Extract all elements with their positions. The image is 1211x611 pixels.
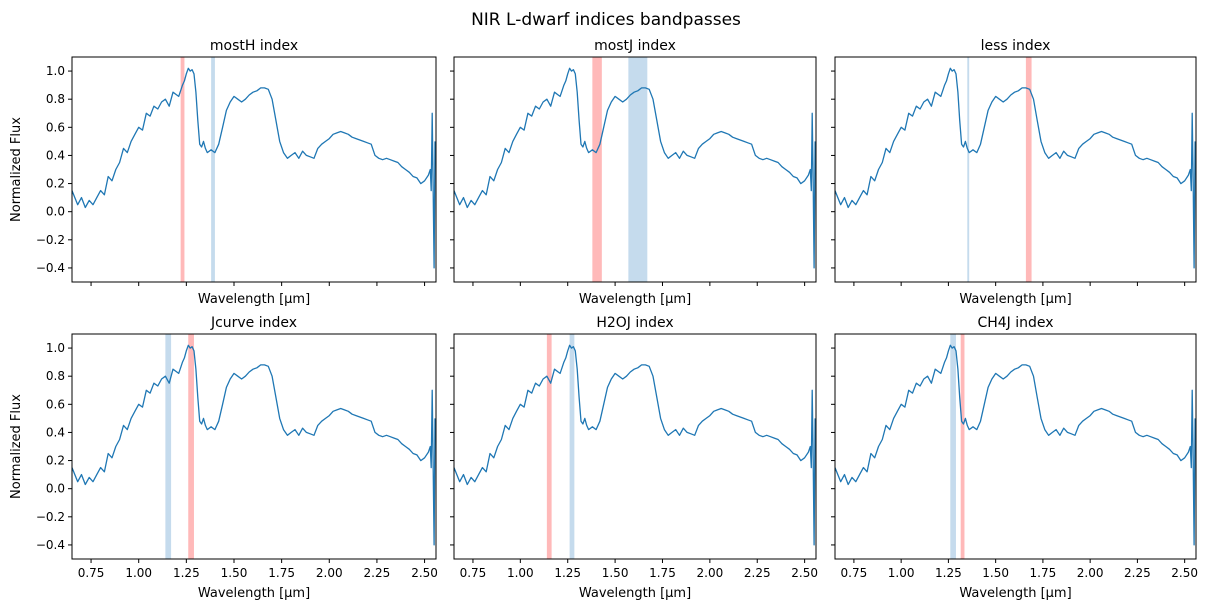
- subplot-5: 0.75 1.00 1.25 1.50 1.75 2.00 2.25 2.50 H2OJ ind…: [450, 315, 818, 601]
- x-tick-label: 1.75: [649, 566, 676, 580]
- band-red-2: [960, 334, 965, 559]
- y-tick-label: −0.2: [36, 233, 65, 247]
- y-tick-label: 0.2: [46, 177, 65, 191]
- band-red-2: [1025, 57, 1032, 282]
- plot-frame: [71, 333, 437, 560]
- x-axis-label: Wavelength [µm]: [579, 586, 691, 601]
- x-tick-label: 2.00: [316, 566, 343, 580]
- x-tick-label: 2.50: [791, 566, 818, 580]
- spectrum-line: [835, 67, 1196, 269]
- x-tick-label: 2.00: [697, 566, 724, 580]
- x-axis-label: Wavelength [µm]: [579, 292, 691, 307]
- subplot-title: Jcurve index: [210, 315, 297, 331]
- y-tick-label: 1.0: [46, 64, 65, 78]
- x-tick-label: 1.50: [982, 566, 1009, 580]
- x-axis-label: Wavelength [µm]: [198, 586, 310, 601]
- x-tick-label: 2.25: [1124, 566, 1151, 580]
- subplot-1: −0.4 −0.2 0.0 0.2 0.4 0.6 0.8 1.0 mostH index Wav…: [9, 38, 437, 307]
- subplot-title: less index: [981, 38, 1051, 54]
- subplot-title: mostJ index: [594, 38, 676, 54]
- band-blue-1: [950, 334, 956, 559]
- y-tick-label: 0.0: [46, 205, 65, 219]
- x-tick-label: 2.25: [364, 566, 391, 580]
- band-blue-2: [569, 334, 575, 559]
- y-tick-label: −0.2: [36, 510, 65, 524]
- x-tick-label: 1.00: [507, 566, 534, 580]
- spectrum-line: [454, 344, 816, 546]
- y-tick-label: 0.8: [46, 92, 65, 106]
- plot-frame: [834, 333, 1197, 560]
- x-tick-label: 1.50: [602, 566, 629, 580]
- y-tick-label: −0.4: [36, 538, 65, 552]
- y-axis-label: Normalized Flux: [9, 117, 24, 222]
- y-tick-label: 0.6: [46, 397, 65, 411]
- band-red-1: [180, 57, 185, 282]
- band-red-2: [188, 334, 194, 559]
- y-tick-label: 0.4: [46, 425, 65, 439]
- x-tick-label: 1.25: [554, 566, 581, 580]
- x-tick-label: 2.00: [1077, 566, 1104, 580]
- x-tick-label: 1.00: [125, 566, 152, 580]
- x-tick-label: 1.75: [268, 566, 295, 580]
- y-tick-label: 0.6: [46, 120, 65, 134]
- plot-frame: [453, 333, 817, 560]
- x-tick-label: 2.50: [1171, 566, 1198, 580]
- band-blue-1: [967, 57, 970, 282]
- x-tick-label: 2.25: [744, 566, 771, 580]
- subplot-4: 0.75 1.00 1.25 1.50 1.75 2.00 2.25 2.50 −0.4 −0.2…: [9, 315, 438, 601]
- band-blue-1: [165, 334, 172, 559]
- x-tick-label: 0.75: [460, 566, 487, 580]
- y-tick-label: 0.4: [46, 148, 65, 162]
- band-red-1: [592, 57, 602, 282]
- subplot-6: 0.75 1.00 1.25 1.50 1.75 2.00 2.25 2.50 CH4J ind…: [831, 315, 1198, 601]
- x-tick-label: 1.50: [221, 566, 248, 580]
- x-tick-label: 1.75: [1030, 566, 1057, 580]
- subplot-title: CH4J index: [977, 315, 1053, 331]
- plot-frame: [71, 56, 437, 283]
- y-tick-label: 0.8: [46, 369, 65, 383]
- plot-frame: [834, 56, 1197, 283]
- band-blue-2: [628, 57, 648, 282]
- x-tick-label: 1.00: [888, 566, 915, 580]
- spectrum-line: [72, 67, 436, 269]
- x-axis-label: Wavelength [µm]: [198, 292, 310, 307]
- band-red-1: [546, 334, 552, 559]
- y-tick-label: 0.2: [46, 454, 65, 468]
- y-tick-label: −0.4: [36, 261, 65, 275]
- band-blue-2: [211, 57, 215, 282]
- plot-frame: [453, 56, 817, 283]
- spectrum-line: [835, 344, 1196, 546]
- x-axis-label: Wavelength [µm]: [959, 292, 1071, 307]
- figure-title: NIR L-dwarf indices bandpasses: [471, 10, 741, 30]
- x-tick-label: 1.25: [935, 566, 962, 580]
- x-tick-label: 1.25: [173, 566, 200, 580]
- x-axis-label: Wavelength [µm]: [959, 586, 1071, 601]
- spectrum-line: [454, 67, 816, 269]
- subplot-title: mostH index: [210, 38, 298, 54]
- x-tick-label: 0.75: [78, 566, 105, 580]
- x-tick-label: 0.75: [841, 566, 868, 580]
- y-axis-label: Normalized Flux: [9, 394, 24, 499]
- x-tick-label: 2.50: [411, 566, 438, 580]
- y-tick-label: 1.0: [46, 341, 65, 355]
- subplot-2: mostJ index Wavelength [µm]: [450, 38, 817, 307]
- spectrum-line: [72, 344, 436, 546]
- subplot-3: less index Wavelength [µm]: [831, 38, 1197, 307]
- y-tick-label: 0.0: [46, 482, 65, 496]
- subplot-title: H2OJ index: [596, 315, 673, 331]
